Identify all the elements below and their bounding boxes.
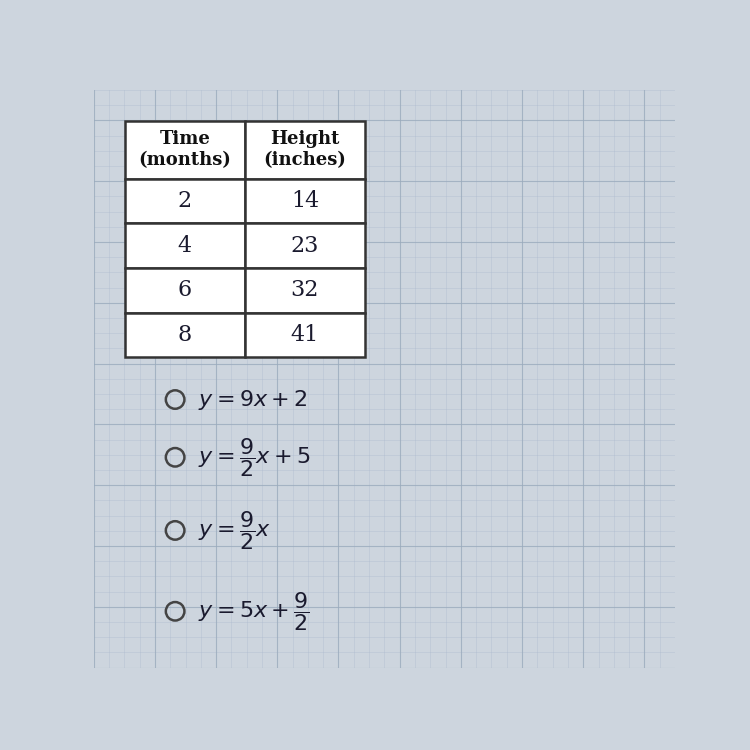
Text: 8: 8 — [178, 324, 192, 346]
Text: 23: 23 — [291, 235, 320, 256]
Text: 4: 4 — [178, 235, 192, 256]
Bar — [244, 178, 365, 224]
Text: 32: 32 — [291, 279, 320, 302]
Text: $y = \dfrac{9}{2}x$: $y = \dfrac{9}{2}x$ — [198, 509, 272, 552]
Bar — [244, 121, 365, 178]
Text: $y = \dfrac{9}{2}x + 5$: $y = \dfrac{9}{2}x + 5$ — [198, 436, 311, 478]
Text: Height
(inches): Height (inches) — [263, 130, 346, 169]
Text: 14: 14 — [291, 190, 319, 212]
Text: $y = 5x + \dfrac{9}{2}$: $y = 5x + \dfrac{9}{2}$ — [198, 590, 310, 633]
Text: $y = 9x + 2$: $y = 9x + 2$ — [198, 388, 308, 412]
Text: Time
(months): Time (months) — [138, 130, 231, 169]
Text: 6: 6 — [178, 279, 192, 302]
Bar — [124, 178, 244, 224]
Bar — [124, 268, 244, 313]
Text: 2: 2 — [178, 190, 192, 212]
Bar — [244, 313, 365, 357]
Bar — [124, 121, 244, 178]
Bar — [124, 224, 244, 268]
Text: 41: 41 — [291, 324, 319, 346]
Bar — [124, 313, 244, 357]
Bar — [244, 224, 365, 268]
Bar — [244, 268, 365, 313]
